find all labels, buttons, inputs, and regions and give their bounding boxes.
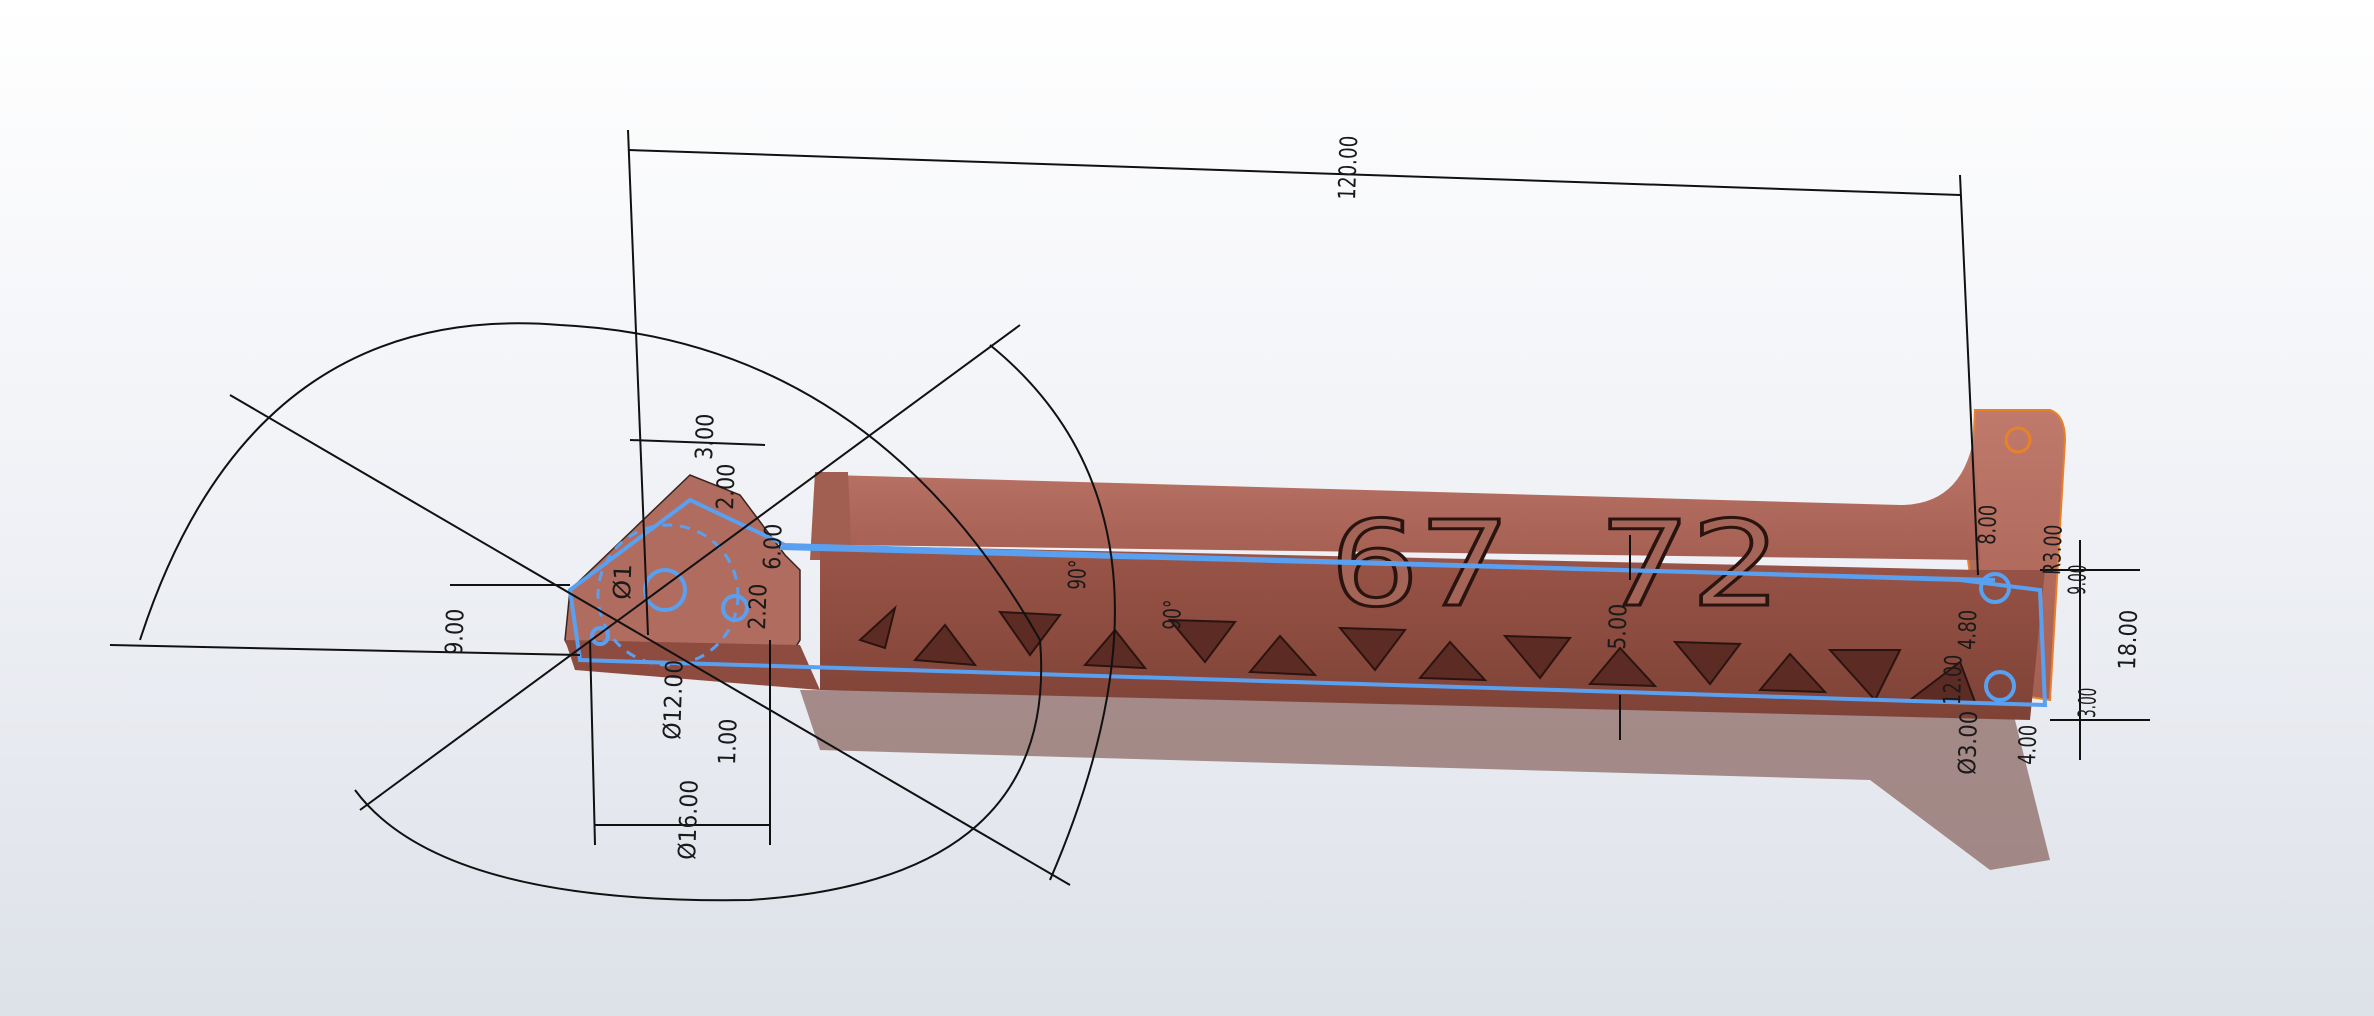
lattice-triangle [1757,652,1828,694]
lattice-triangle [912,623,978,667]
dim-left-hole-dia: Ø1 [608,563,637,600]
part-shadow [800,690,2050,870]
dim-right-hole-dia: Ø3.00 [1953,710,1983,775]
dim-top-offset: 3.00 [690,413,720,460]
lattice-cutouts [858,605,1977,704]
sketch-right-lower-hole[interactable] [1984,670,2016,702]
dim-overall-length: 120.00 [1333,135,1363,200]
dim-radius-small: 1.00 [713,718,743,765]
lattice-triangle [1587,646,1658,688]
dim-boss-dia: Ø16.00 [673,779,704,860]
dim-right-a: 9.00 [2063,564,2092,595]
dim-slot-width: 6.00 [758,523,788,570]
sketch-small-hole[interactable] [721,594,749,622]
lattice-triangle [1337,626,1407,672]
dim-right-top: 8.00 [1973,504,2002,545]
lattice-triangle [1247,634,1318,677]
dim-right-c: 12.00 [1938,654,1968,705]
lattice-triangle [1082,628,1148,670]
dimension-lines [109,129,2150,902]
tab-hole[interactable] [2004,426,2032,454]
arm-top-face[interactable] [830,430,1980,560]
lattice-triangle [858,605,897,650]
dim-chamfer: 2.00 [711,463,741,510]
lattice-triangle [1167,618,1237,664]
dimension-labels: 120.00 3.00 2.00 6.00 2.20 9.00 Ø1 Ø12.0… [440,135,2143,860]
sketch-left-point[interactable] [590,626,610,646]
dim-right-offset: 4.00 [2013,724,2042,765]
dim-left-height: 9.00 [440,608,470,655]
dim-angle-a: 90° [1063,559,1092,590]
dim-right-small: 3.00 [2073,687,2102,718]
dim-right-radius: R3.00 [2038,524,2068,575]
dim-right-width: 18.00 [2113,609,2143,670]
dim-angle-b: 90° [1158,599,1187,630]
lattice-triangle [1502,634,1572,680]
sketch-bore-circle[interactable] [643,568,687,612]
dim-mid-depth: 5.00 [1603,603,1633,650]
dim-right-b: 4.80 [1953,609,1982,650]
arm-left-rib[interactable] [810,472,852,560]
lattice-triangle [1417,640,1488,682]
sketch-profile[interactable] [567,497,2048,708]
lattice-triangle [998,610,1062,657]
sketch-right-hole[interactable] [1979,572,2011,604]
lattice-triangle [1672,640,1742,686]
sketch-boss-outline [596,523,740,667]
dim-bore-dia: Ø12.00 [658,659,689,740]
dim-small-hole: 2.20 [743,583,773,630]
lattice-triangle [1827,649,1902,702]
